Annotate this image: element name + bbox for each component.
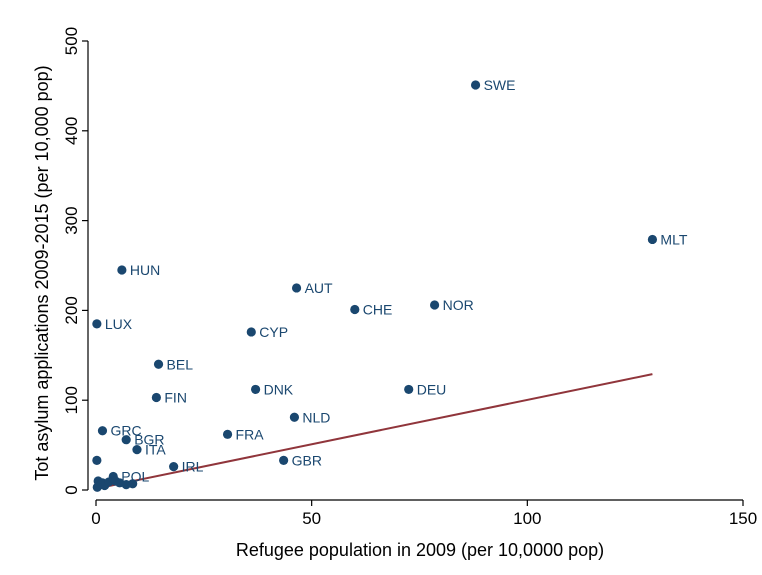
data-point [151, 392, 161, 403]
data-point [289, 412, 300, 422]
data-point [246, 327, 256, 337]
point-label: DNK [264, 381, 294, 397]
point-label: FRA [236, 426, 265, 442]
y-tick-label: 400 [62, 117, 81, 145]
data-point [153, 359, 164, 369]
data-point [121, 435, 131, 445]
point-label: LUX [105, 316, 133, 332]
data-point [132, 444, 142, 455]
point-label: GRC [110, 423, 141, 439]
point-label: DEU [417, 381, 447, 397]
y-tick-label: 500 [62, 27, 81, 55]
x-tick-label: 100 [513, 509, 541, 528]
x-axis-title: Refugee population in 2009 (per 10,0000 … [236, 540, 604, 560]
data-point [128, 479, 138, 489]
point-label: HUN [130, 262, 160, 278]
fit-line [95, 373, 653, 490]
data-point [429, 300, 440, 310]
data-point [279, 455, 289, 465]
y-tick-label: 0 [62, 485, 81, 494]
point-label: AUT [305, 280, 333, 296]
y-tick-label: 100 [62, 386, 81, 414]
data-point [92, 455, 102, 465]
point-label: SWE [484, 77, 516, 93]
point-label: BGR [134, 432, 164, 448]
data-point [404, 384, 414, 395]
point-label: NLD [302, 409, 330, 425]
point-label: ITA [145, 442, 166, 458]
x-axis: 0 50 100 150 [91, 499, 757, 528]
x-tick-label: 0 [91, 509, 100, 528]
data-point [350, 304, 360, 315]
data-point [97, 426, 108, 436]
data-point [222, 429, 233, 439]
data-point [647, 234, 658, 245]
fit-line-group [95, 373, 653, 490]
point-label: GBR [292, 452, 322, 468]
y-tick-label: 300 [62, 206, 81, 234]
y-tick-label: 200 [62, 296, 81, 324]
data-point [92, 319, 102, 329]
data-point [169, 462, 179, 472]
data-point [92, 482, 102, 492]
point-label: CYP [259, 324, 288, 340]
x-tick-label: 50 [302, 509, 321, 528]
point-label: FIN [164, 390, 187, 406]
point-label: NOR [443, 297, 474, 313]
data-point [250, 384, 261, 395]
points-group: SWE MLT HUN AUT NOR CHE LUX CYP BEL DNK DEU FIN NLD G… [92, 77, 688, 492]
y-axis: 0 100 200 300 400 500 [62, 27, 89, 495]
data-point [470, 80, 481, 90]
point-label: BEL [167, 356, 194, 372]
data-point [291, 283, 302, 293]
y-axis-title: Tot asylum applications 2009-2015 (per 1… [32, 65, 52, 480]
point-label: CHE [363, 302, 393, 318]
point-label: IRL [182, 459, 204, 475]
x-tick-label: 150 [729, 509, 757, 528]
data-point [117, 265, 127, 275]
point-label: MLT [660, 231, 687, 247]
